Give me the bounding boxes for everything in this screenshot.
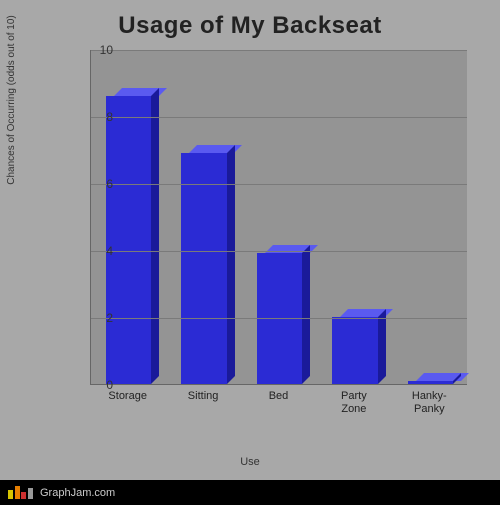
plot-outer: 0246810StorageSittingBedParty ZoneHanky-… [62, 50, 467, 410]
bars-layer [91, 50, 467, 384]
x-axis-label: Use [0, 456, 500, 468]
gridline [91, 318, 467, 319]
footer-text: GraphJam.com [40, 487, 115, 499]
plot-area [90, 50, 467, 385]
ytick-label: 4 [88, 244, 113, 258]
xtick-label: Party Zone [341, 390, 367, 415]
footer-logo-icon [8, 486, 34, 499]
bar [332, 317, 377, 384]
bar [181, 153, 226, 384]
chart-container: Usage of My Backseat Chances of Occurrin… [0, 0, 500, 480]
gridline [91, 117, 467, 118]
gridline [91, 251, 467, 252]
bar [408, 381, 453, 384]
ytick-label: 6 [88, 177, 113, 191]
xtick-label: Bed [269, 390, 289, 403]
xtick-label: Storage [108, 390, 147, 403]
y-axis-label: Chances of Occurring (odds out of 10) [6, 0, 17, 230]
xtick-label: Hanky- Panky [412, 390, 447, 415]
ytick-label: 10 [88, 43, 113, 57]
bar [106, 96, 151, 384]
gridline [91, 184, 467, 185]
gridline [91, 50, 467, 51]
ytick-label: 8 [88, 110, 113, 124]
xtick-label: Sitting [188, 390, 219, 403]
ytick-label: 2 [88, 311, 113, 325]
chart-title: Usage of My Backseat [0, 12, 500, 40]
footer-bar: GraphJam.com [0, 480, 500, 505]
